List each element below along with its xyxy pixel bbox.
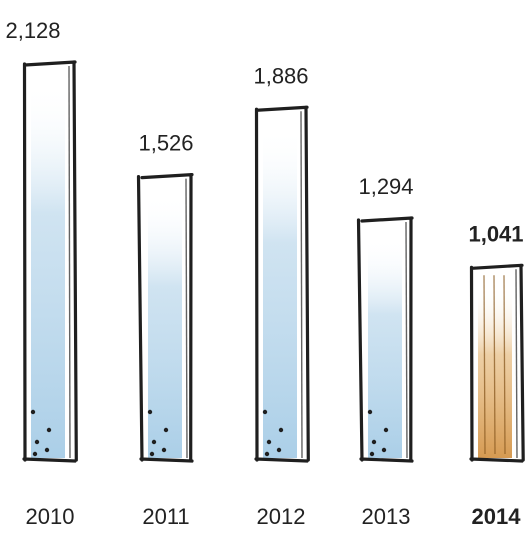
bar-inner-line bbox=[300, 111, 303, 459]
bar-dot bbox=[371, 439, 377, 445]
bar-dot bbox=[30, 409, 36, 415]
bar-dot bbox=[161, 447, 167, 453]
bar-2013 bbox=[356, 216, 414, 463]
bar-dot bbox=[46, 427, 52, 433]
bar-outline bbox=[136, 172, 194, 463]
bar-inner-line bbox=[405, 221, 408, 459]
category-label-2010: 2010 bbox=[26, 504, 75, 529]
bar-inner-line bbox=[68, 65, 71, 459]
bar-fill bbox=[263, 127, 297, 458]
bar-texture-line bbox=[503, 275, 506, 455]
bar-fill bbox=[31, 82, 65, 458]
bar-fill bbox=[368, 237, 402, 458]
bar-texture-line bbox=[493, 275, 496, 455]
value-label-2010: 2,128 bbox=[5, 18, 60, 43]
bar-dot bbox=[381, 447, 387, 453]
category-label-2011: 2011 bbox=[142, 504, 189, 529]
bar-dot bbox=[276, 447, 282, 453]
bar-dot bbox=[149, 451, 155, 457]
value-label-2012: 1,886 bbox=[253, 63, 308, 88]
bar-dot bbox=[369, 451, 375, 457]
bar-dot bbox=[383, 427, 389, 433]
bar-dot bbox=[32, 451, 38, 457]
bar-dot bbox=[278, 427, 284, 433]
category-label-2012: 2012 bbox=[257, 504, 306, 529]
bar-inner-line bbox=[185, 178, 188, 459]
bar-dot bbox=[147, 409, 153, 415]
value-label-2011: 1,526 bbox=[138, 131, 193, 156]
bar-2012 bbox=[254, 105, 310, 463]
bar-dot bbox=[163, 427, 169, 433]
bar-dot bbox=[44, 447, 50, 453]
bar-outline bbox=[469, 263, 525, 463]
bar-fill bbox=[148, 194, 182, 458]
bar-dot bbox=[264, 451, 270, 457]
bar-dot bbox=[367, 409, 373, 415]
bar-texture-line bbox=[483, 275, 486, 455]
bar-inner-line bbox=[515, 269, 518, 459]
bar-2011 bbox=[136, 172, 194, 463]
category-label-2013: 2013 bbox=[362, 504, 411, 529]
bar-outline bbox=[356, 216, 414, 463]
bar-outline bbox=[22, 60, 78, 463]
bar-dot bbox=[262, 409, 268, 415]
bar-outline bbox=[254, 105, 310, 463]
category-label-2014: 2014 bbox=[472, 504, 522, 529]
bar-dot bbox=[151, 439, 157, 445]
bar-2010 bbox=[22, 60, 78, 463]
value-label-2013: 1,294 bbox=[358, 174, 413, 199]
value-label-2014: 1,041 bbox=[468, 221, 523, 246]
bar-dot bbox=[266, 439, 272, 445]
bar-2014 bbox=[469, 263, 525, 463]
bar-dot bbox=[34, 439, 40, 445]
